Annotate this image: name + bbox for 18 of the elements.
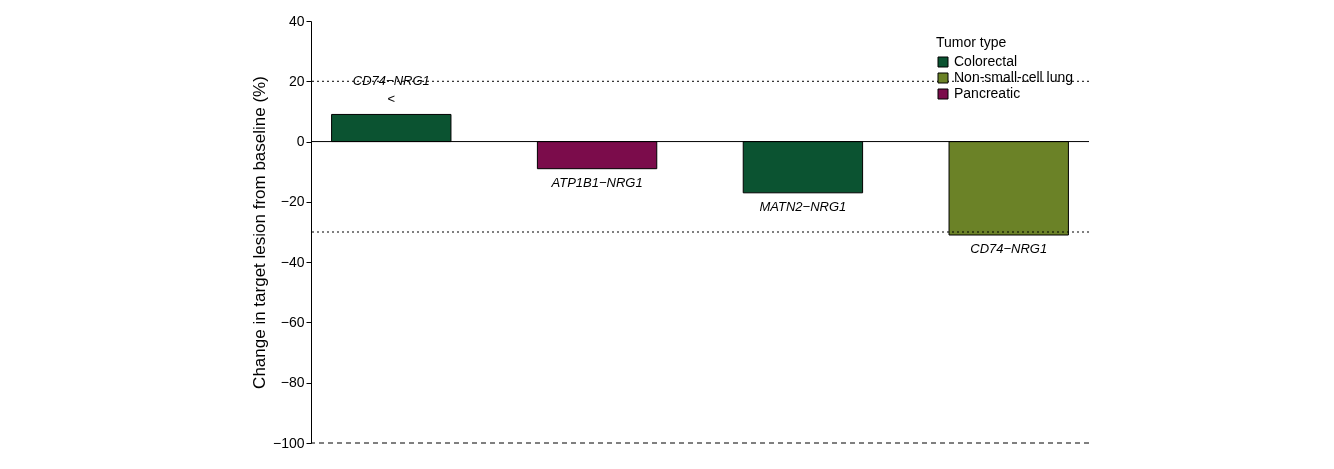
x-tick-label: CD74−NRG1 — [352, 73, 430, 89]
legend-label: Pancreatic — [954, 85, 1021, 101]
y-tick-label: −80 — [280, 374, 305, 391]
legend-label: Colorectal — [954, 53, 1018, 69]
x-tick-label: MATN2−NRG1 — [759, 198, 847, 214]
y-axis-title: Change in target lesion from baseline (%) — [249, 76, 269, 389]
y-tick-label: 20 — [288, 72, 305, 89]
y-tick-label: −60 — [280, 313, 305, 330]
y-tick-label: 40 — [288, 12, 305, 29]
x-tick-label: CD74−NRG1 — [970, 241, 1048, 257]
y-tick-label: −20 — [280, 193, 305, 210]
legend-title: Tumor type — [936, 34, 1007, 50]
legend-label: Non-small-cell lung — [954, 69, 1074, 85]
x-tick-label: ATP1B1−NRG1 — [550, 174, 643, 190]
annotation: < — [387, 91, 396, 107]
y-tick-label: −100 — [272, 434, 305, 451]
y-tick-label: −40 — [280, 253, 305, 270]
y-tick-label: 0 — [296, 133, 305, 150]
